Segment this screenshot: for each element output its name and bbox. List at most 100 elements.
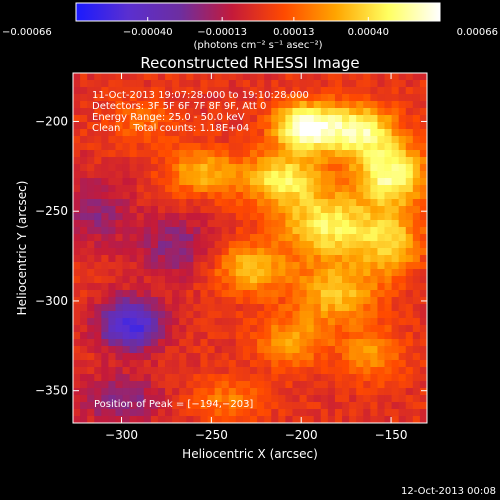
heatmap-cell <box>363 234 371 242</box>
heatmap-cell <box>165 108 173 116</box>
heatmap-cell <box>122 101 131 109</box>
heatmap-cell <box>405 269 414 277</box>
heatmap-cell <box>271 255 279 263</box>
heatmap-cell <box>412 171 421 179</box>
heatmap-cell <box>363 416 371 424</box>
heatmap-cell <box>136 227 145 235</box>
heatmap-cell <box>193 171 201 179</box>
heatmap-cell <box>165 94 173 102</box>
heatmap-cell <box>419 290 428 298</box>
heatmap-cell <box>193 157 201 165</box>
heatmap-cell <box>250 367 258 375</box>
heatmap-cell <box>250 185 258 193</box>
heatmap-cell <box>285 234 293 242</box>
heatmap-cell <box>391 402 400 410</box>
heatmap-cell <box>228 304 237 312</box>
heatmap-cell <box>172 402 180 410</box>
heatmap-cell <box>179 325 187 333</box>
heatmap-cell <box>377 129 385 137</box>
heatmap-cell <box>122 241 131 249</box>
heatmap-cell <box>370 129 378 137</box>
heatmap-cell <box>405 122 414 130</box>
heatmap-cell <box>320 311 329 319</box>
heatmap-cell <box>193 290 201 298</box>
heatmap-cell <box>320 325 329 333</box>
heatmap-cell <box>228 374 237 382</box>
heatmap-cell <box>186 94 194 102</box>
colorbar-tick-label: −0.00040 <box>123 27 173 38</box>
heatmap-cell <box>80 178 88 186</box>
heatmap-cell <box>342 199 350 207</box>
heatmap-cell <box>334 73 343 81</box>
heatmap-cell <box>334 255 343 263</box>
heatmap-cell <box>285 388 293 396</box>
heatmap-cell <box>299 402 308 410</box>
heatmap-cell <box>334 304 343 312</box>
heatmap-cell <box>356 381 364 389</box>
heatmap-cell <box>264 276 272 284</box>
heatmap-cell <box>398 276 407 284</box>
heatmap-cell <box>334 339 343 347</box>
heatmap-cell <box>313 185 322 193</box>
heatmap-cell <box>94 185 102 193</box>
heatmap-cell <box>342 409 350 417</box>
heatmap-cell <box>349 409 357 417</box>
heatmap-cell <box>87 318 95 326</box>
heatmap-cell <box>306 318 315 326</box>
heatmap-cell <box>377 262 385 270</box>
heatmap-cell <box>115 213 123 221</box>
heatmap-cell <box>285 101 293 109</box>
heatmap-cell <box>214 325 223 333</box>
heatmap-cell <box>80 164 88 172</box>
heatmap-cell <box>271 199 279 207</box>
heatmap-cell <box>356 269 364 277</box>
heatmap-cell <box>172 367 180 375</box>
heatmap-cell <box>285 241 293 249</box>
heatmap-cell <box>108 80 116 88</box>
heatmap-cell <box>334 164 343 172</box>
heatmap-cell <box>278 269 286 277</box>
heatmap-cell <box>129 339 138 347</box>
heatmap-cell <box>122 416 131 424</box>
heatmap-cell <box>193 374 201 382</box>
heatmap-cell <box>320 115 329 123</box>
heatmap-cell <box>87 290 95 298</box>
heatmap-cell <box>278 80 286 88</box>
heatmap-cell <box>377 185 385 193</box>
heatmap-cell <box>115 304 123 312</box>
heatmap-cell <box>108 108 116 116</box>
heatmap-cell <box>165 381 173 389</box>
heatmap-cell <box>412 367 421 375</box>
heatmap-cell <box>327 220 336 228</box>
heatmap-cell <box>73 402 81 410</box>
heatmap-cell <box>129 353 138 361</box>
heatmap-cell <box>94 381 102 389</box>
heatmap-cell <box>377 304 385 312</box>
heatmap-cell <box>271 108 279 116</box>
heatmap-cell <box>384 115 392 123</box>
heatmap-cell <box>179 304 187 312</box>
heatmap-cell <box>342 115 350 123</box>
heatmap-cell <box>108 122 116 130</box>
heatmap-cell <box>235 220 244 228</box>
heatmap-cell <box>150 346 159 354</box>
heatmap-cell <box>419 388 428 396</box>
heatmap-cell <box>200 332 208 340</box>
heatmap-cell <box>363 206 371 214</box>
heatmap-cell <box>370 213 378 221</box>
heatmap-cell <box>179 171 187 179</box>
heatmap-cell <box>384 227 392 235</box>
heatmap-cell <box>122 332 131 340</box>
heatmap-cell <box>157 206 166 214</box>
heatmap-cell <box>398 73 407 81</box>
heatmap-cell <box>327 115 336 123</box>
heatmap-cell <box>136 416 145 424</box>
heatmap-cell <box>391 87 400 95</box>
heatmap-cell <box>136 80 145 88</box>
heatmap-cell <box>327 108 336 116</box>
heatmap-cell <box>207 227 215 235</box>
heatmap-cell <box>87 220 95 228</box>
heatmap-cell <box>377 325 385 333</box>
heatmap-cell <box>228 311 237 319</box>
heatmap-cell <box>370 220 378 228</box>
